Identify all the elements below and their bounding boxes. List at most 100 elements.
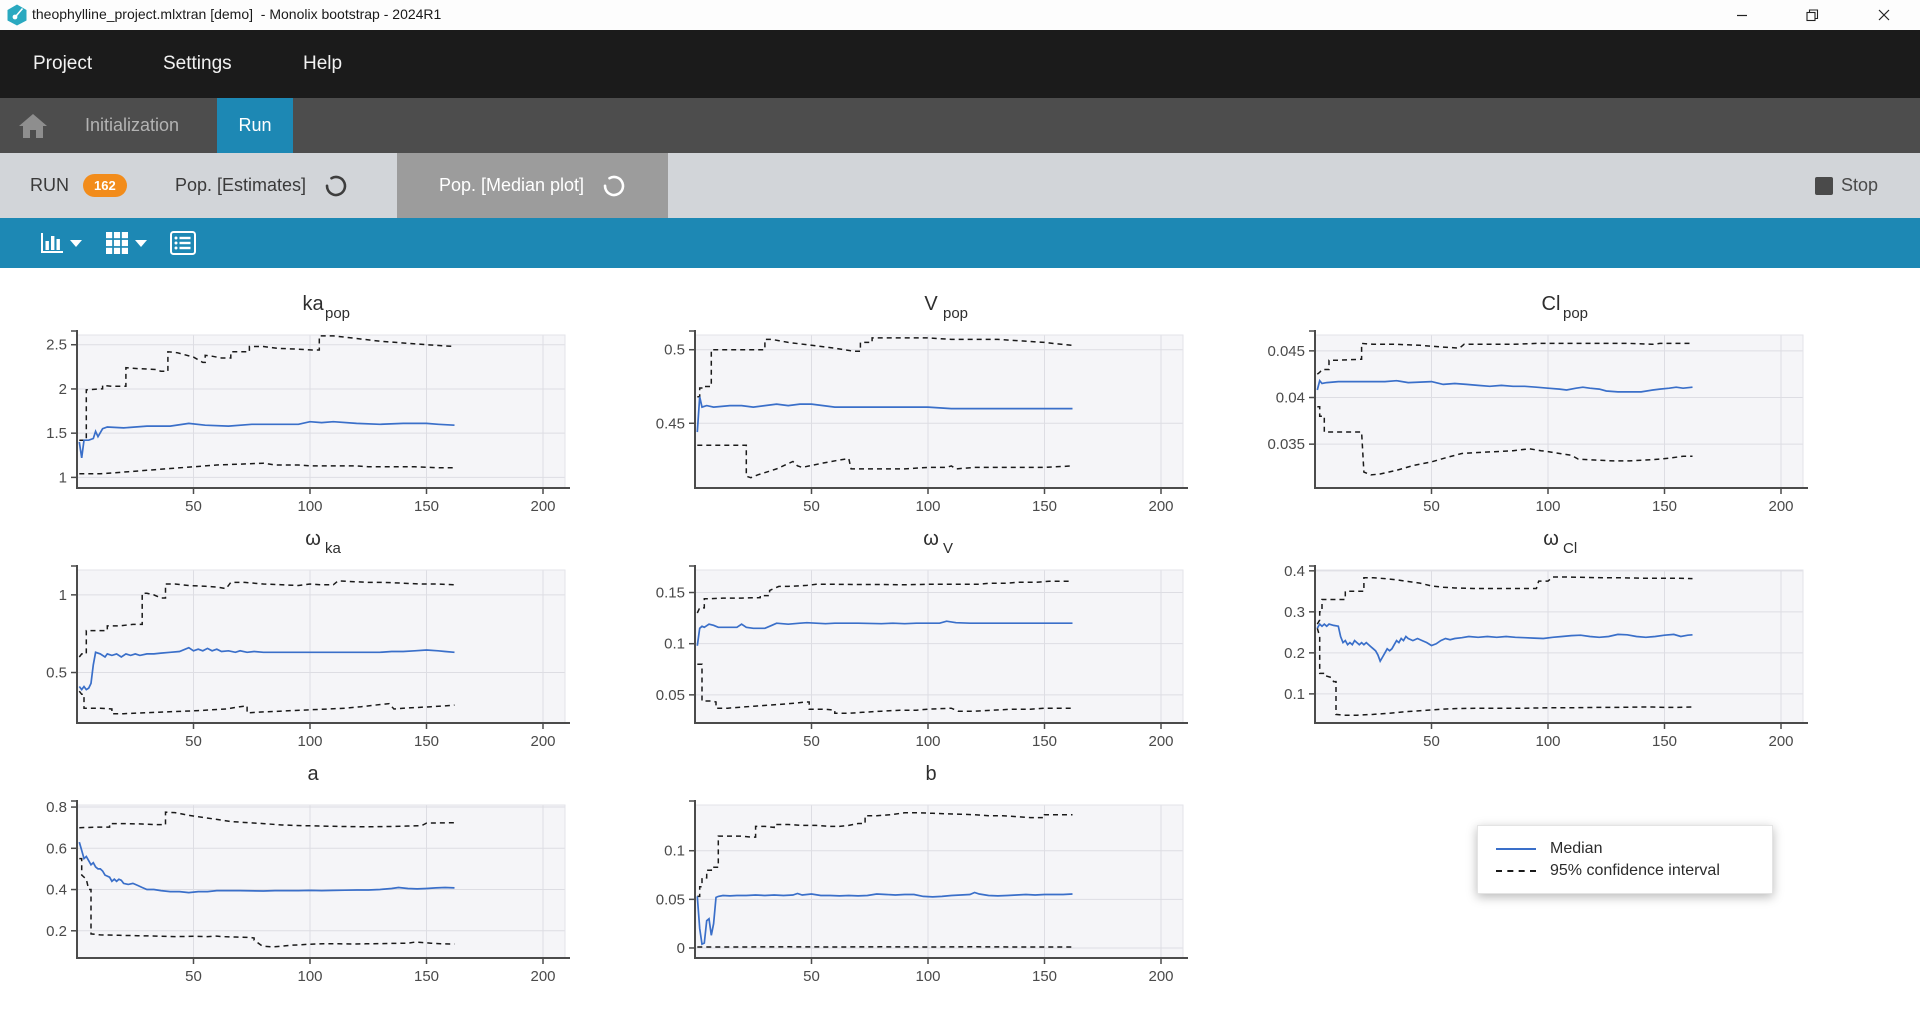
series-95-ci-lower [697,663,1073,715]
svg-text:100: 100 [915,733,940,750]
subtab-pop-median-plot[interactable]: Pop. [Median plot] [397,153,668,218]
svg-text:0.2: 0.2 [46,923,67,940]
menu-help[interactable]: Help [303,53,343,74]
chart-b[interactable]: 0 0.05 0.1 50 100 150 200 b [628,750,1228,990]
svg-text:0.5: 0.5 [46,665,67,682]
list-icon [170,231,196,255]
menu-settings[interactable]: Settings [163,53,232,74]
svg-text:50: 50 [185,733,202,750]
chart-Cl-pop[interactable]: 0.035 0.04 0.045 50 100 150 200 Cl pop [1248,280,1848,520]
chevron-down-icon [135,239,147,247]
list-view-button[interactable] [170,218,196,268]
home-icon [19,113,47,138]
svg-text:0.8: 0.8 [46,799,67,816]
restore-icon [1805,8,1818,21]
chart-ka-pop[interactable]: 1 1.5 2 2.5 50 100 150 200 ka pop [10,280,610,520]
spinner-icon [603,175,625,196]
chart-ω-ka[interactable]: 0.5 1 50 100 150 200 ω ka [10,515,610,755]
svg-text:ka: ka [325,540,342,557]
layout-grid-button[interactable] [105,218,147,268]
minimize-icon [1737,14,1747,17]
svg-text:50: 50 [185,498,202,515]
subtab-bar: RUN 162 Pop. [Estimates] Pop. [Median pl… [0,153,1920,218]
close-icon [1878,9,1890,21]
chart-ω-Cl[interactable]: 0.1 0.2 0.3 0.4 50 100 150 200 ω Cl [1248,515,1848,755]
subtab-pop-estimates[interactable]: Pop. [Estimates] [175,153,380,218]
series-95-ci-upper [697,337,1073,398]
chart-type-button[interactable] [40,218,82,268]
svg-text:pop: pop [943,305,968,322]
series-median [696,396,1073,433]
svg-text:200: 200 [530,733,555,750]
svg-text:0.4: 0.4 [1284,563,1305,580]
chart-ω-V[interactable]: 0.05 0.1 0.15 50 100 150 200 ω V [628,515,1228,755]
series-median [696,891,1073,946]
minimize-button[interactable] [1719,0,1765,30]
svg-text:200: 200 [1768,498,1793,515]
svg-text:0.035: 0.035 [1267,436,1305,453]
stop-label: Stop [1841,175,1879,195]
series-95-ci-lower [79,462,455,475]
svg-text:0.1: 0.1 [664,636,685,653]
svg-text:ka: ka [302,293,324,315]
legend-median-label: Median [1550,839,1603,857]
svg-text:150: 150 [414,968,439,985]
tab-run[interactable]: Run [217,98,293,153]
svg-text:0.45: 0.45 [656,415,685,432]
median-line-sample [1496,847,1536,850]
svg-text:1: 1 [59,587,67,604]
stop-square-icon [1815,176,1833,195]
plot-toolbar [0,218,1920,268]
subtab-estimates-label: Pop. [Estimates] [175,175,307,195]
series-95-ci-upper [697,812,1073,898]
svg-text:0.1: 0.1 [1284,686,1305,703]
svg-text:50: 50 [185,968,202,985]
series-median [696,620,1073,646]
window-title: theophylline_project.mlxtran [demo] - Mo… [32,6,442,22]
legend-ci-label: 95% confidence interval [1550,861,1720,879]
close-button[interactable] [1861,0,1907,30]
svg-text:100: 100 [297,498,322,515]
svg-text:Cl: Cl [1563,540,1577,557]
svg-text:0.05: 0.05 [656,891,685,908]
svg-text:150: 150 [1032,498,1057,515]
svg-text:200: 200 [530,968,555,985]
series-median [78,420,455,459]
svg-text:a: a [307,763,319,785]
svg-text:100: 100 [1535,733,1560,750]
svg-text:100: 100 [297,733,322,750]
svg-text:150: 150 [1032,733,1057,750]
legend-median-row: Median [1496,840,1772,858]
svg-text:V: V [943,540,953,557]
series-median [1316,378,1693,393]
svg-text:200: 200 [1148,968,1173,985]
maximize-button[interactable] [1789,0,1835,30]
svg-text:0: 0 [677,940,685,957]
svg-text:0.6: 0.6 [46,840,67,857]
svg-text:200: 200 [1148,498,1173,515]
menu-project[interactable]: Project [33,53,93,74]
bar-chart-icon [41,233,63,253]
nav-bar: Initialization Run [0,98,1920,153]
stop-button[interactable]: Stop [1815,153,1878,218]
svg-text:Cl: Cl [1542,293,1561,315]
svg-text:150: 150 [414,498,439,515]
svg-text:0.1: 0.1 [664,843,685,860]
svg-text:0.045: 0.045 [1267,343,1305,360]
svg-text:200: 200 [530,498,555,515]
svg-text:50: 50 [803,968,820,985]
home-tab[interactable] [0,98,66,153]
svg-text:150: 150 [414,733,439,750]
svg-text:ω: ω [923,528,939,550]
series-95-ci-lower [1316,627,1693,716]
subtab-run[interactable]: RUN 162 [0,153,127,218]
series-95-ci-lower [1317,406,1693,476]
svg-text:0.05: 0.05 [656,687,685,704]
svg-text:100: 100 [297,968,322,985]
svg-text:200: 200 [1768,733,1793,750]
svg-text:0.3: 0.3 [1284,604,1305,621]
series-95-ci-upper [79,335,455,441]
chart-a[interactable]: 0.2 0.4 0.6 0.8 50 100 150 200 a [10,750,610,990]
tab-initialization[interactable]: Initialization [85,115,180,135]
